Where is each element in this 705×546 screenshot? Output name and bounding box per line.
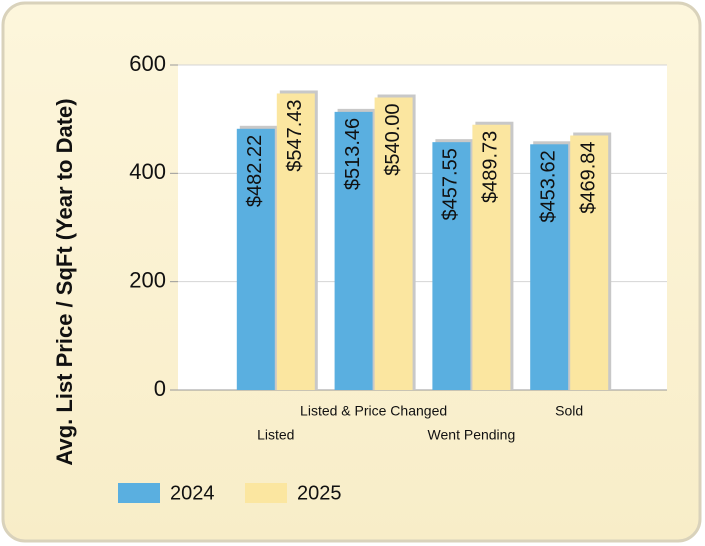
y-tick-label: 0 [154,376,166,401]
legend-swatch [118,483,160,503]
y-tick-label: 400 [129,159,166,184]
bar [472,124,511,390]
data-label: $457.55 [440,148,462,220]
bar [334,111,373,391]
data-label: $482.22 [244,135,266,207]
x-tick-label: Sold [555,403,583,419]
data-label: $489.73 [480,131,502,203]
data-label: $513.46 [342,118,364,190]
legend-label: 2025 [297,482,342,504]
y-tick-label: 200 [129,267,166,292]
data-label: $453.62 [537,150,559,222]
bar [432,142,471,390]
bar [530,144,569,390]
x-tick-label: Listed & Price Changed [300,403,447,419]
legend-swatch [245,483,287,503]
data-label: $540.00 [382,104,404,176]
x-tick-label: Listed [257,427,294,443]
bar [276,93,315,391]
x-tick-label: Went Pending [428,427,516,443]
data-label: $469.84 [577,142,599,214]
data-label: $547.43 [284,99,306,171]
bar [374,97,413,390]
y-axis-label: Avg. List Price / SqFt (Year to Date) [52,98,77,465]
y-tick-label: 600 [129,51,166,76]
legend-label: 2024 [170,482,215,504]
bar [570,135,609,390]
bar [236,128,275,391]
